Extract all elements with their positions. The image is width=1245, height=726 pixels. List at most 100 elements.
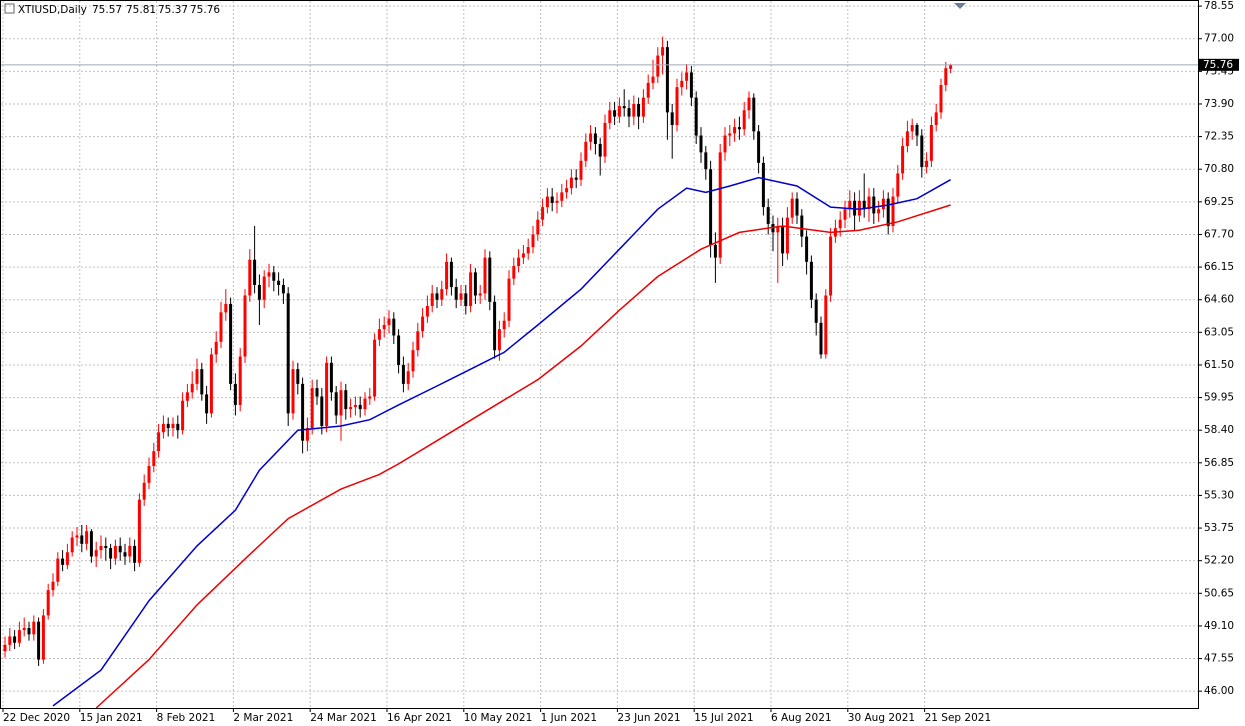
x-tick-label: 1 Jun 2021 bbox=[541, 712, 597, 724]
candle-body bbox=[166, 423, 170, 429]
candle-body bbox=[805, 236, 809, 262]
candle-body bbox=[502, 320, 506, 330]
candle-body bbox=[421, 316, 425, 332]
candle-body bbox=[694, 97, 698, 136]
candle-body bbox=[329, 362, 333, 393]
candle-body bbox=[147, 465, 151, 483]
header-high: 75.81 bbox=[126, 4, 156, 16]
candle-body bbox=[99, 545, 103, 551]
candle-body bbox=[37, 621, 41, 660]
candle-body bbox=[123, 552, 127, 557]
candle-body bbox=[497, 329, 501, 351]
candle-body bbox=[699, 135, 703, 153]
y-tick-label: 59.95 bbox=[1204, 392, 1234, 404]
candle-body bbox=[224, 303, 228, 313]
candle-body bbox=[8, 636, 12, 645]
candle-body bbox=[886, 198, 890, 227]
candle-body bbox=[137, 499, 141, 563]
candle-body bbox=[934, 112, 938, 126]
candle-body bbox=[752, 97, 756, 132]
candle-body bbox=[176, 423, 180, 431]
symbol: XTIUSD,Daily bbox=[18, 4, 87, 16]
candle-body bbox=[41, 615, 45, 660]
x-tick-label: 30 Aug 2021 bbox=[848, 712, 915, 724]
candle-body bbox=[781, 226, 785, 254]
candle-body bbox=[353, 404, 357, 408]
candle-body bbox=[142, 482, 146, 500]
candle-body bbox=[589, 133, 593, 142]
candle-body bbox=[776, 226, 780, 233]
x-tick-label: 8 Feb 2021 bbox=[157, 712, 216, 724]
candle-body bbox=[838, 219, 842, 229]
y-tick-label: 58.40 bbox=[1204, 424, 1234, 436]
candle-body bbox=[651, 76, 655, 83]
candle-body bbox=[185, 392, 189, 401]
candle-body bbox=[824, 295, 828, 355]
candle-body bbox=[454, 287, 458, 300]
candle-body bbox=[478, 293, 482, 296]
x-tick-label: 21 Sep 2021 bbox=[925, 712, 992, 724]
candle-body bbox=[656, 55, 660, 77]
candle-body bbox=[742, 110, 746, 130]
candle-body bbox=[320, 396, 324, 426]
candle-body bbox=[709, 169, 713, 245]
candle-body bbox=[65, 552, 69, 565]
candle-body bbox=[555, 200, 559, 203]
candle-body bbox=[171, 423, 175, 429]
price-box bbox=[1199, 58, 1239, 71]
candle-body bbox=[747, 97, 751, 111]
y-tick-label: 47.55 bbox=[1204, 653, 1234, 665]
candle-body bbox=[377, 329, 381, 340]
candle-body bbox=[493, 301, 497, 351]
candle-body bbox=[459, 293, 463, 300]
candle-body bbox=[593, 133, 597, 144]
candle-body bbox=[689, 72, 693, 98]
marks bbox=[1, 36, 1198, 709]
candle-body bbox=[238, 356, 242, 405]
candle-body bbox=[401, 364, 405, 384]
candle-body bbox=[881, 198, 885, 210]
candle-body bbox=[905, 131, 909, 147]
x-tick-label: 16 Apr 2021 bbox=[387, 712, 452, 724]
candle-body bbox=[809, 261, 813, 300]
candle-body bbox=[867, 196, 871, 210]
candle-body bbox=[565, 188, 569, 193]
candle-body bbox=[670, 112, 674, 126]
candle-body bbox=[915, 125, 919, 136]
candle-body bbox=[253, 259, 257, 285]
candle-body bbox=[75, 535, 79, 538]
candle-body bbox=[512, 266, 516, 279]
candle-body bbox=[89, 531, 93, 557]
candle-body bbox=[70, 537, 74, 553]
candle-body bbox=[94, 550, 98, 557]
y-tick-label: 52.20 bbox=[1204, 555, 1234, 567]
y-tick-label: 67.70 bbox=[1204, 228, 1234, 240]
candle-body bbox=[896, 173, 900, 197]
candle-body bbox=[488, 257, 492, 302]
candle-body bbox=[517, 257, 521, 267]
candle-body bbox=[641, 97, 645, 117]
y-tick-label: 56.85 bbox=[1204, 457, 1234, 469]
candle-body bbox=[392, 318, 396, 336]
candle-body bbox=[13, 636, 17, 643]
candle-body bbox=[152, 451, 156, 466]
candle-body bbox=[713, 244, 717, 258]
candle-body bbox=[939, 85, 943, 113]
candle-body bbox=[32, 621, 36, 635]
candle-body bbox=[363, 398, 367, 410]
candle-body bbox=[104, 545, 108, 549]
candle-body bbox=[819, 322, 823, 355]
candle-body bbox=[829, 236, 833, 296]
candle-body bbox=[387, 318, 391, 325]
candle-body bbox=[728, 133, 732, 136]
y-tick-label: 72.35 bbox=[1204, 131, 1234, 143]
candle-body bbox=[430, 293, 434, 307]
candle-body bbox=[445, 261, 449, 290]
candle-body bbox=[531, 234, 535, 248]
candle-body bbox=[291, 369, 295, 414]
candle-body bbox=[920, 135, 924, 168]
candle-body bbox=[718, 152, 722, 258]
candle-body bbox=[200, 369, 204, 395]
candle-body bbox=[190, 383, 194, 393]
candle-body bbox=[569, 177, 573, 189]
